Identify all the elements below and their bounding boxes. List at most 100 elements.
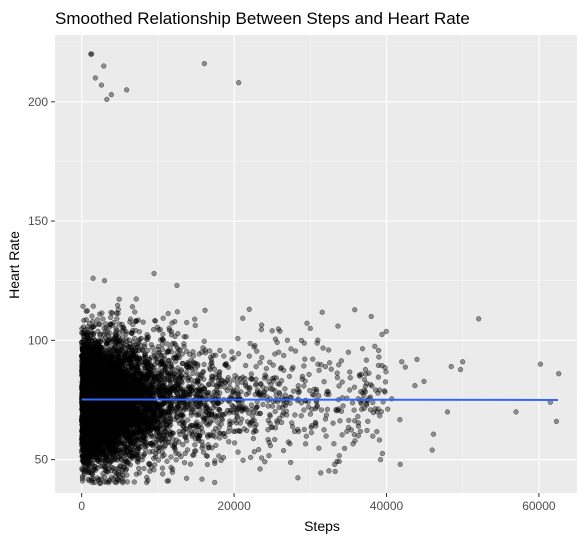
data-point — [258, 380, 264, 387]
data-point — [301, 426, 307, 433]
data-point — [247, 422, 253, 428]
data-point — [267, 413, 273, 419]
data-point — [301, 363, 307, 369]
data-point — [204, 461, 211, 468]
data-point — [251, 449, 257, 455]
data-point — [102, 334, 109, 341]
data-point — [201, 361, 207, 368]
data-point — [266, 378, 272, 385]
data-point — [265, 403, 271, 409]
data-point — [232, 428, 238, 435]
data-point — [211, 366, 218, 372]
data-point — [212, 458, 218, 464]
data-point — [352, 307, 358, 313]
data-point — [272, 336, 279, 342]
data-point — [108, 309, 114, 316]
data-point — [318, 362, 324, 368]
data-point — [295, 383, 301, 389]
data-point — [301, 407, 307, 413]
data-point — [457, 366, 464, 373]
data-point — [229, 402, 235, 408]
data-point — [310, 392, 316, 398]
data-point — [218, 421, 224, 427]
data-point — [235, 449, 241, 455]
data-point — [168, 454, 174, 460]
data-point — [96, 311, 103, 317]
data-point — [159, 449, 166, 455]
data-point — [212, 352, 219, 358]
data-point — [160, 471, 166, 477]
data-point — [94, 475, 100, 481]
data-point — [246, 353, 252, 359]
data-point — [379, 450, 386, 457]
data-point — [338, 358, 344, 364]
data-point — [150, 455, 157, 462]
data-point — [233, 420, 240, 426]
data-point — [174, 309, 181, 315]
data-point — [118, 453, 124, 459]
data-point — [160, 315, 166, 321]
data-point — [192, 322, 198, 329]
data-point — [263, 365, 270, 372]
data-point — [260, 401, 266, 408]
data-point — [254, 348, 260, 354]
data-point — [186, 430, 193, 436]
data-point — [351, 384, 358, 390]
data-point — [216, 435, 223, 441]
data-point — [252, 342, 258, 349]
data-point — [192, 442, 198, 448]
data-point — [292, 412, 298, 418]
data-point — [255, 446, 262, 453]
data-point — [208, 354, 214, 360]
data-point — [304, 320, 310, 326]
data-point — [357, 428, 364, 435]
data-point — [187, 461, 194, 467]
data-point — [100, 471, 106, 477]
data-point — [152, 462, 158, 468]
data-point — [234, 380, 241, 386]
data-point — [97, 459, 103, 465]
data-point — [335, 323, 341, 329]
data-point — [302, 356, 308, 362]
data-point — [116, 321, 122, 327]
data-point — [339, 379, 345, 385]
data-point — [351, 407, 357, 413]
data-point — [359, 346, 366, 352]
data-point — [316, 445, 322, 451]
data-point — [318, 407, 325, 413]
data-point — [324, 406, 331, 413]
data-point — [337, 418, 343, 424]
data-point — [211, 479, 218, 486]
data-point — [217, 347, 223, 354]
data-point — [90, 303, 96, 309]
data-point — [257, 359, 263, 366]
data-point — [264, 394, 270, 400]
data-point — [250, 435, 257, 442]
data-point — [226, 439, 232, 445]
data-point — [370, 399, 376, 406]
data-point — [80, 303, 86, 310]
data-point — [229, 349, 235, 355]
data-point — [344, 428, 350, 435]
data-point — [377, 457, 384, 463]
data-point — [281, 402, 287, 408]
data-point — [180, 423, 186, 429]
data-point — [322, 416, 329, 422]
data-point — [277, 391, 283, 397]
data-point — [192, 316, 198, 322]
data-point — [355, 423, 362, 429]
data-point — [326, 468, 332, 474]
data-point — [234, 405, 241, 411]
data-point — [166, 325, 172, 331]
data-point — [325, 347, 332, 353]
data-point — [247, 340, 253, 347]
data-point — [268, 382, 274, 388]
data-point — [352, 418, 358, 424]
data-point — [208, 361, 214, 367]
data-point — [298, 413, 304, 419]
data-point — [102, 321, 109, 327]
data-point — [165, 310, 171, 317]
data-point — [242, 362, 249, 369]
chart-title: Smoothed Relationship Between Steps and … — [55, 9, 470, 28]
data-point — [155, 457, 162, 463]
